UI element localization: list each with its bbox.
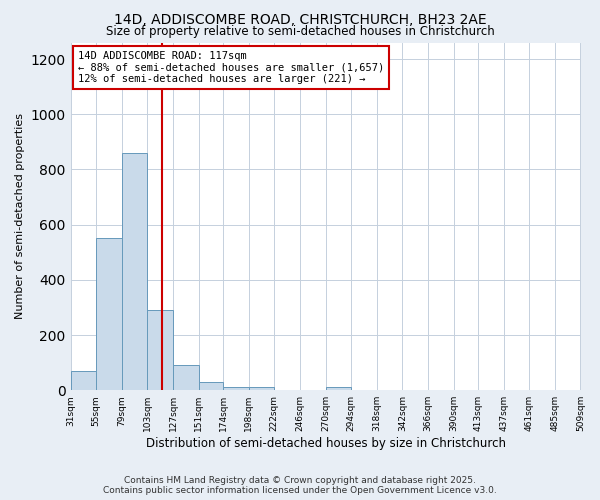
Text: 14D ADDISCOMBE ROAD: 117sqm
← 88% of semi-detached houses are smaller (1,657)
12: 14D ADDISCOMBE ROAD: 117sqm ← 88% of sem… bbox=[78, 51, 384, 84]
Text: Contains public sector information licensed under the Open Government Licence v3: Contains public sector information licen… bbox=[103, 486, 497, 495]
Bar bbox=[173, 366, 199, 390]
Text: Size of property relative to semi-detached houses in Christchurch: Size of property relative to semi-detach… bbox=[106, 25, 494, 38]
Bar bbox=[223, 388, 249, 390]
Bar bbox=[148, 310, 173, 390]
Text: 14D, ADDISCOMBE ROAD, CHRISTCHURCH, BH23 2AE: 14D, ADDISCOMBE ROAD, CHRISTCHURCH, BH23… bbox=[113, 12, 487, 26]
Bar bbox=[199, 382, 223, 390]
Text: Contains HM Land Registry data © Crown copyright and database right 2025.: Contains HM Land Registry data © Crown c… bbox=[124, 476, 476, 485]
Bar bbox=[96, 238, 122, 390]
Bar bbox=[326, 388, 351, 390]
Bar bbox=[122, 153, 148, 390]
Bar bbox=[71, 371, 96, 390]
X-axis label: Distribution of semi-detached houses by size in Christchurch: Distribution of semi-detached houses by … bbox=[146, 437, 506, 450]
Y-axis label: Number of semi-detached properties: Number of semi-detached properties bbox=[15, 114, 25, 320]
Bar bbox=[249, 388, 274, 390]
